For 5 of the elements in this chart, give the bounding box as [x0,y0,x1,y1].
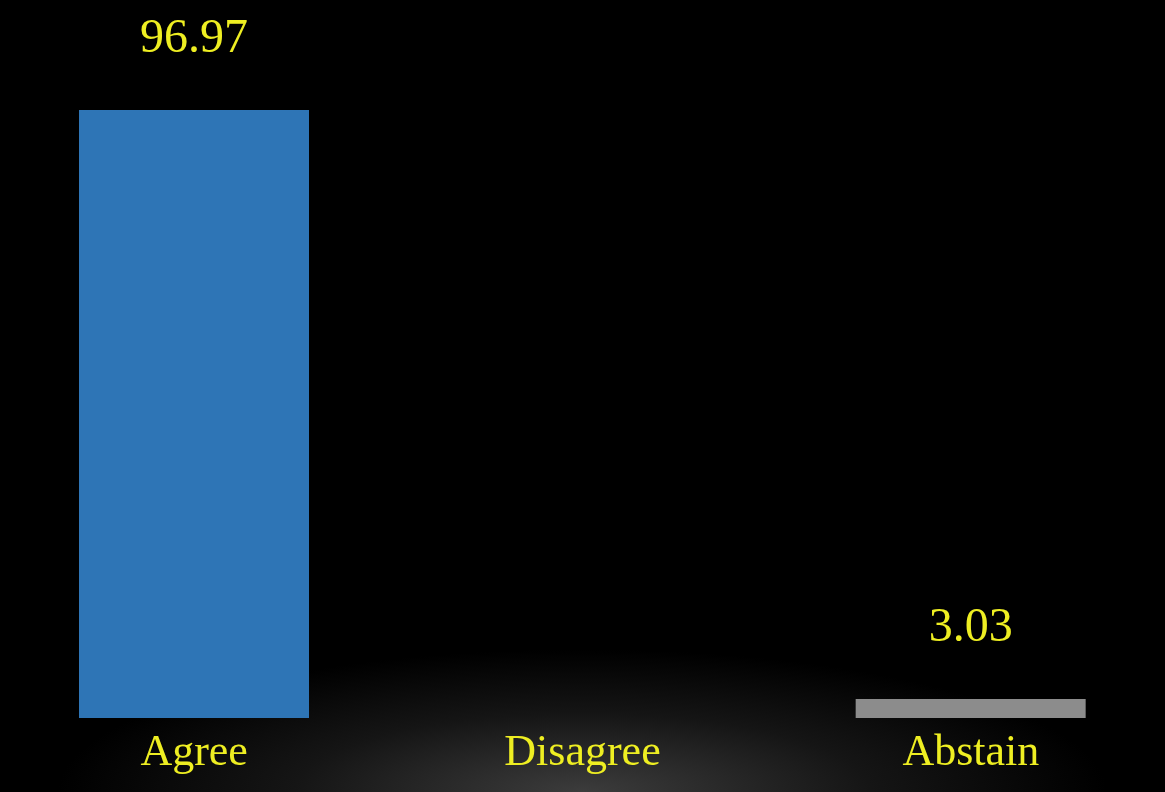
x-tick-label: Abstain [902,726,1040,776]
x-tick-label: Disagree [504,726,661,776]
data-label: 3.03 [928,598,1013,651]
x-tick-label: Agree [140,726,248,776]
data-label: 96.97 [140,9,248,62]
